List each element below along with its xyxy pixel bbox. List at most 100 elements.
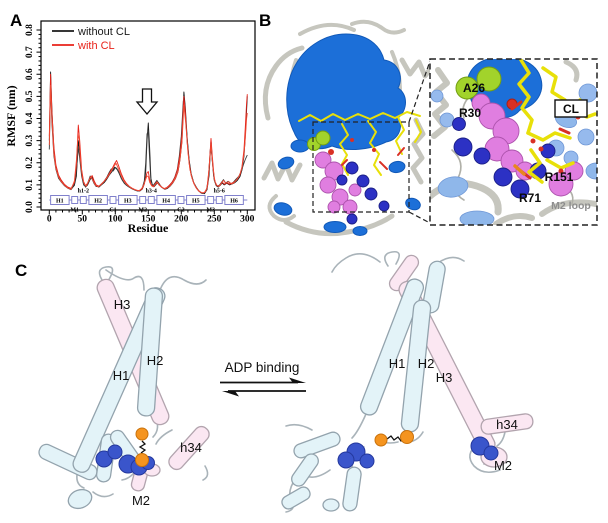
h34-label-right: h34 — [496, 417, 518, 432]
residue-sphere-blue — [356, 174, 370, 188]
ribbon-path — [410, 117, 426, 185]
residue-sphere-blue — [337, 451, 355, 469]
residue-sphere-violet — [319, 176, 337, 194]
residue-sphere-blue — [540, 143, 556, 159]
loop-path — [159, 275, 207, 291]
ribbon-path — [399, 57, 437, 79]
residue-sphere-blue — [107, 444, 123, 460]
helix-cylinder-h34 — [168, 425, 210, 471]
blue-surface-blob — [352, 226, 368, 236]
loop-path — [105, 269, 145, 291]
cartoon-structure-right-part — [291, 453, 319, 487]
helix-cylinder — [281, 486, 311, 510]
residue-sphere-blue — [378, 200, 390, 212]
plot-frame — [40, 20, 256, 211]
helix-cylinder — [67, 488, 93, 510]
cl-label-box — [554, 99, 588, 118]
stick-oxygen-accent — [558, 127, 571, 135]
y-axis-title: RMSF (nm) — [4, 85, 18, 146]
blue-surface-blob — [323, 221, 347, 233]
helix-cylinder — [322, 498, 340, 512]
ss-box-M2 — [139, 196, 147, 204]
h3-label-left: H3 — [114, 297, 131, 312]
residue-sphere-blue — [453, 137, 473, 157]
cartoon-structure-right-part — [281, 486, 311, 510]
residue-sphere-blue-R71 — [493, 167, 513, 187]
x-tick-label: 250 — [207, 215, 222, 225]
ribbon-path — [283, 213, 395, 237]
ss-box-h1-2 — [79, 196, 87, 204]
ss-box-H1 — [50, 195, 70, 205]
blue-surface-blob — [405, 197, 421, 211]
ss-box-h3-4 — [147, 196, 155, 204]
y-tick-label: 0.2 — [25, 157, 35, 169]
loop-path — [92, 491, 114, 498]
residue-sphere-blue — [483, 445, 499, 461]
stick-oxygen-accent — [538, 146, 544, 152]
residue-sphere-violet — [327, 200, 341, 214]
ss-label-h5-6: h5-6 — [214, 189, 225, 195]
cardiolipin-stick — [414, 119, 422, 143]
cartoon-structure-right: H1 H2 H3 h34 M2 — [281, 250, 534, 513]
y-tick-label: 0.4 — [25, 112, 35, 124]
x-tick-label: 100 — [108, 215, 123, 225]
stick-oxygen-accent — [379, 161, 388, 170]
ribbon-path — [267, 194, 296, 222]
cartoon-structure-left-part — [168, 425, 210, 471]
zoom-connector-line — [408, 60, 431, 123]
ribbon-path — [350, 19, 406, 35]
h2-label-left: H2 — [147, 353, 164, 368]
r30-label: R30 — [459, 106, 481, 120]
stick-phosphate-accent — [513, 164, 526, 176]
ss-box-M3 — [207, 196, 215, 204]
cartoon-structure-right-part — [342, 466, 362, 512]
legend-label-without-cl: without CL — [77, 26, 130, 38]
y-tick-label: 0.0 — [25, 201, 35, 213]
adp-binding-label: ADP binding — [225, 360, 300, 375]
cardiolipin-stick — [339, 123, 349, 176]
ribbon-path — [563, 59, 580, 83]
cartoon-structure-right-part — [388, 254, 420, 292]
light-blue-blob — [437, 176, 469, 198]
plot-legend: without CL with CL — [52, 26, 130, 52]
m2-label-left: M2 — [132, 493, 150, 508]
cardiolipin-stick — [298, 111, 421, 122]
helix-cylinder-h34 — [480, 413, 534, 435]
stick-oxygen-accent — [530, 138, 536, 144]
stick-oxygen-accent — [372, 148, 376, 152]
helix-cylinder — [291, 453, 319, 487]
y-tick-label: 0.1 — [25, 179, 35, 191]
cardiolipin-stick — [395, 116, 405, 155]
residue-sphere-violet — [348, 183, 362, 197]
y-tick-label: 0.6 — [25, 68, 35, 80]
x-tick-label: 150 — [141, 215, 156, 225]
residue-sphere-blue — [510, 179, 530, 199]
loop-path — [202, 465, 209, 481]
cartoon-structure-right-part — [359, 278, 425, 416]
helix-cylinder-H1 — [359, 278, 425, 416]
ss-box-H3 — [118, 195, 138, 205]
ss-label-H1: H1 — [56, 198, 64, 204]
residue-sphere-green-A26 — [455, 76, 479, 100]
ss-box-C1 — [109, 196, 117, 204]
equilibrium-arrowhead-forward — [289, 377, 306, 383]
cardiolipin-stick — [527, 148, 544, 184]
ss-box-C2 — [177, 196, 185, 204]
helix-cylinder-H1 — [72, 287, 166, 473]
helix-cylinder — [293, 431, 341, 459]
loop-path — [351, 413, 367, 439]
down-arrow-annotation-icon — [135, 88, 159, 116]
r71-label: R71 — [519, 191, 541, 205]
cardiolipin-stick — [545, 158, 575, 170]
adp-binding-reaction: ADP binding — [220, 360, 306, 397]
blue-surface-blob — [277, 156, 295, 170]
m2-label-right: M2 — [494, 458, 512, 473]
cardiolipin-stick — [526, 131, 572, 142]
ribbon-path — [261, 160, 303, 183]
cardiolipin-stick — [517, 59, 534, 135]
stick-oxygen-accent — [510, 100, 523, 111]
ribbon-path — [539, 199, 597, 217]
y-tick-label: 0.8 — [25, 24, 35, 36]
